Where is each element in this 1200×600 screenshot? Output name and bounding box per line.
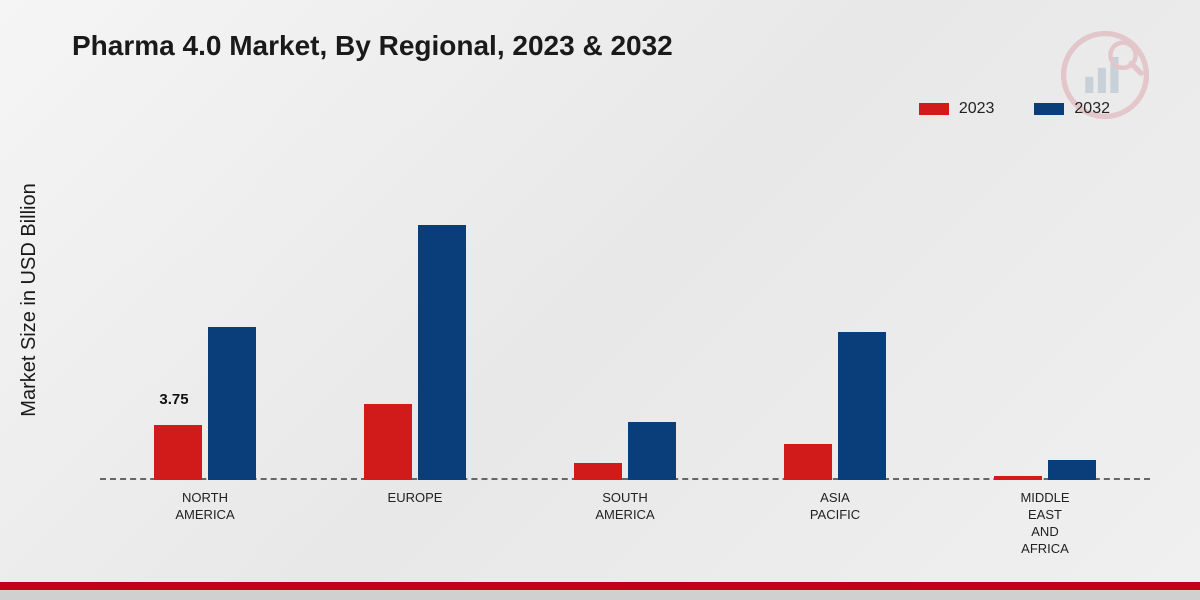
x-axis-label: ASIA PACIFIC: [810, 490, 860, 524]
legend-label-2032: 2032: [1074, 100, 1110, 118]
footer-accent-line: [0, 582, 1200, 590]
legend-swatch-2023: [919, 103, 949, 115]
bar-2032: [1048, 460, 1096, 480]
bar-value-label: 3.75: [159, 391, 188, 408]
bar-2032: [208, 327, 256, 480]
bar-group: SOUTH AMERICA: [570, 160, 680, 480]
bar-group: 3.75NORTH AMERICA: [150, 160, 260, 480]
plot-area: 3.75NORTH AMERICA EUROPE SOUTH AMERICA ASIA…: [100, 160, 1150, 480]
chart-title: Pharma 4.0 Market, By Regional, 2023 & 2…: [72, 30, 673, 62]
bar-2023: [994, 476, 1042, 480]
legend: 2023 2032: [919, 100, 1110, 118]
x-axis-label: MIDDLE EAST AND AFRICA: [1020, 490, 1069, 558]
bar-2023: [784, 444, 832, 480]
bar-group: ASIA PACIFIC: [780, 160, 890, 480]
x-axis-label: NORTH AMERICA: [175, 490, 234, 524]
bar-2023: [154, 425, 202, 480]
x-axis-label: SOUTH AMERICA: [595, 490, 654, 524]
bar-2032: [838, 332, 886, 480]
bar-2023: [574, 463, 622, 480]
legend-label-2023: 2023: [959, 100, 995, 118]
legend-item-2023: 2023: [919, 100, 995, 118]
legend-item-2032: 2032: [1034, 100, 1110, 118]
bar-group: EUROPE: [360, 160, 470, 480]
bar-group: MIDDLE EAST AND AFRICA: [990, 160, 1100, 480]
bar-2023: [364, 404, 412, 480]
footer-gray-line: [0, 590, 1200, 600]
bar-2032: [628, 422, 676, 480]
bar-2032: [418, 225, 466, 480]
x-axis-label: EUROPE: [388, 490, 443, 507]
y-axis-label: Market Size in USD Billion: [18, 183, 41, 416]
legend-swatch-2032: [1034, 103, 1064, 115]
